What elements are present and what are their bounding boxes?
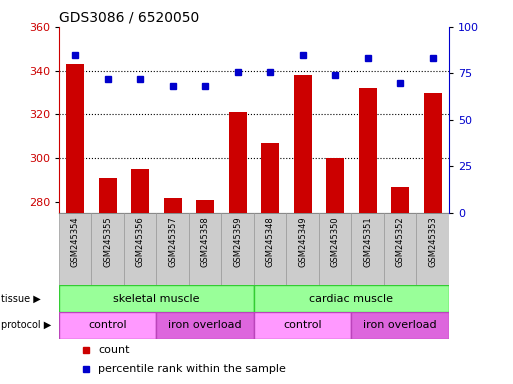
Bar xyxy=(254,213,286,285)
Text: count: count xyxy=(98,346,129,356)
Text: GDS3086 / 6520050: GDS3086 / 6520050 xyxy=(59,10,199,24)
Bar xyxy=(384,213,417,285)
Bar xyxy=(222,213,254,285)
Text: control: control xyxy=(283,320,322,330)
Text: percentile rank within the sample: percentile rank within the sample xyxy=(98,364,286,374)
Text: GSM245348: GSM245348 xyxy=(266,217,274,267)
Text: GSM245355: GSM245355 xyxy=(103,217,112,267)
Bar xyxy=(359,88,377,213)
Bar xyxy=(326,158,344,213)
Text: GSM245349: GSM245349 xyxy=(298,217,307,267)
Text: GSM245352: GSM245352 xyxy=(396,217,405,267)
Bar xyxy=(391,187,409,213)
Bar xyxy=(351,213,384,285)
Bar xyxy=(156,213,189,285)
Text: GSM245350: GSM245350 xyxy=(331,217,340,267)
Text: GSM245353: GSM245353 xyxy=(428,217,437,267)
Bar xyxy=(189,213,222,285)
Bar xyxy=(99,178,116,213)
Text: protocol ▶: protocol ▶ xyxy=(1,320,51,330)
Bar xyxy=(164,197,182,213)
Text: cardiac muscle: cardiac muscle xyxy=(309,293,393,304)
Text: iron overload: iron overload xyxy=(363,320,437,330)
Bar xyxy=(424,93,442,213)
Text: GSM245351: GSM245351 xyxy=(363,217,372,267)
Bar xyxy=(286,213,319,285)
Text: GSM245357: GSM245357 xyxy=(168,217,177,267)
Text: GSM245354: GSM245354 xyxy=(71,217,80,267)
Bar xyxy=(59,312,156,339)
Bar xyxy=(229,112,247,213)
Bar xyxy=(91,213,124,285)
Bar xyxy=(156,312,254,339)
Bar xyxy=(319,213,351,285)
Bar xyxy=(131,169,149,213)
Text: tissue ▶: tissue ▶ xyxy=(1,293,41,304)
Text: GSM245359: GSM245359 xyxy=(233,217,242,267)
Bar xyxy=(59,285,254,312)
Bar xyxy=(261,143,279,213)
Bar xyxy=(66,64,84,213)
Bar xyxy=(196,200,214,213)
Bar xyxy=(124,213,156,285)
Bar xyxy=(254,285,449,312)
Bar xyxy=(294,75,311,213)
Bar xyxy=(417,213,449,285)
Text: GSM245358: GSM245358 xyxy=(201,217,210,267)
Text: control: control xyxy=(88,320,127,330)
Text: skeletal muscle: skeletal muscle xyxy=(113,293,200,304)
Bar xyxy=(254,312,351,339)
Text: iron overload: iron overload xyxy=(168,320,242,330)
Bar xyxy=(59,213,91,285)
Text: GSM245356: GSM245356 xyxy=(136,217,145,267)
Bar xyxy=(351,312,449,339)
